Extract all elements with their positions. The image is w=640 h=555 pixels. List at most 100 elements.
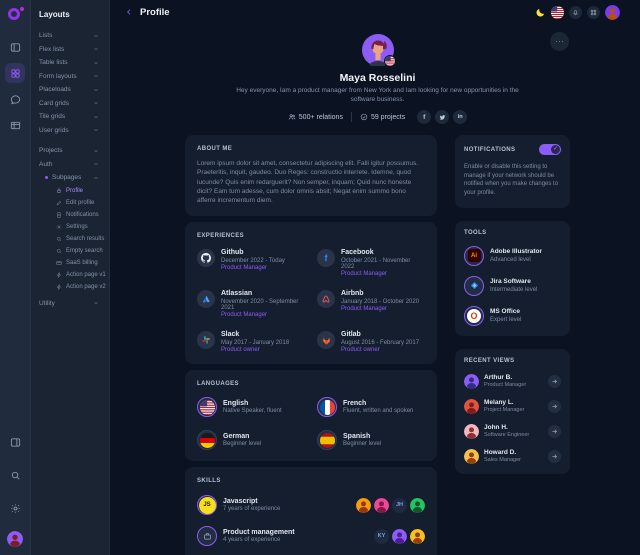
- sidebar-subitem-notifications[interactable]: Notifications: [31, 209, 109, 221]
- notifications-title: NOTIFICATIONS: [464, 146, 516, 153]
- left-column: ABOUT ME Lorem ipsum dolor sit amet, con…: [185, 135, 437, 555]
- linkedin-button[interactable]: in: [453, 110, 468, 125]
- sidebar-item-tile-grids[interactable]: Tile grids: [31, 110, 109, 124]
- sidebar-item-card-grids[interactable]: Card grids: [31, 97, 109, 111]
- recent-views-card: RECENT VIEWS Arthur B. Product Manager: [455, 348, 570, 474]
- recent-view-item: Howard D. Sales Manager: [464, 448, 561, 464]
- sidebar-subitem-empty-search[interactable]: Empty search: [31, 245, 109, 257]
- experience-item: Gitlab August 2016 - February 2017 Produ…: [317, 331, 425, 353]
- avatar: [464, 448, 479, 464]
- notifications-toggle[interactable]: ✓: [539, 144, 561, 156]
- sidebar-item-form-layouts[interactable]: Form layouts: [31, 70, 109, 84]
- main-content: Profile: [110, 0, 640, 555]
- sidebar: Layouts Lists Flex lists Table lists For…: [30, 0, 110, 555]
- languages-title: LANGUAGES: [197, 381, 239, 388]
- sidebar-item-lists[interactable]: Lists: [31, 29, 109, 43]
- briefcase-icon: [197, 526, 217, 547]
- panel-icon[interactable]: [5, 37, 25, 57]
- social-links: f in: [417, 110, 468, 125]
- twitter-button[interactable]: [435, 110, 450, 125]
- bolt-icon: [56, 271, 61, 278]
- back-button[interactable]: [125, 8, 133, 16]
- sidebar-item-utility[interactable]: Utility: [31, 297, 109, 311]
- grid-icon[interactable]: [5, 63, 25, 83]
- profile-stats: 500+ relations 59 projects f in: [288, 110, 468, 125]
- chevron-down-icon: [94, 129, 98, 132]
- chevron-down-icon: [94, 115, 98, 118]
- sidebar-subitem-action-page-v2[interactable]: Action page v2: [31, 281, 109, 293]
- sidebar-item-table-lists[interactable]: Table lists: [31, 56, 109, 70]
- language-item: German Beginner level: [197, 430, 305, 451]
- sidebar-subitem-action-page-v1[interactable]: Action page v1: [31, 269, 109, 281]
- table-icon[interactable]: [5, 115, 25, 135]
- page-title: Profile: [140, 6, 170, 18]
- chevron-down-icon: [94, 48, 98, 51]
- gear-icon: [56, 224, 62, 229]
- chevron-down-icon: [94, 34, 98, 37]
- sidebar-item-subpages[interactable]: Subpages: [31, 171, 109, 185]
- gitlab-icon: [317, 331, 335, 350]
- avatar: [374, 497, 389, 513]
- arrow-right-icon: [552, 404, 558, 409]
- experience-item: f Facebook October 2021 - November 2022 …: [317, 249, 425, 277]
- sidebar-item-auth[interactable]: Auth: [31, 158, 109, 172]
- germany-flag-icon: [197, 430, 217, 451]
- skill-item: JS Javascript 7 years of experience JH: [197, 495, 425, 516]
- chevron-down-icon: [94, 88, 98, 91]
- open-profile-button[interactable]: [548, 424, 561, 438]
- sidebar-item-flex-lists[interactable]: Flex lists: [31, 43, 109, 57]
- notifications-card: NOTIFICATIONS ✓ Enable or disable this s…: [455, 135, 570, 208]
- experience-item: Atlassian November 2020 - September 2021…: [197, 290, 305, 318]
- tool-item: Ai Adobe Illustrator Advanced level: [464, 245, 561, 266]
- bolt-icon: [56, 283, 61, 290]
- chevron-down-icon: [94, 149, 98, 152]
- sidebar-subitem-settings[interactable]: Settings: [31, 221, 109, 233]
- search-icon[interactable]: [5, 465, 25, 485]
- relations-stat: 500+ relations: [288, 113, 343, 121]
- chat-icon[interactable]: [5, 89, 25, 109]
- panel-bottom-icon[interactable]: [5, 432, 25, 452]
- rail-user-avatar[interactable]: [7, 531, 23, 547]
- avatar: [356, 497, 371, 513]
- sidebar-item-placeloads[interactable]: Placeloads: [31, 83, 109, 97]
- sidebar-item-user-grids[interactable]: User grids: [31, 124, 109, 138]
- icon-rail: [0, 0, 30, 555]
- profile-name: Maya Rosselini: [339, 72, 416, 84]
- france-flag-icon: [317, 397, 337, 418]
- sidebar-item-projects[interactable]: Projects: [31, 144, 109, 158]
- facebook-button[interactable]: f: [417, 110, 432, 125]
- about-title: ABOUT ME: [197, 146, 233, 153]
- sidebar-subitem-profile[interactable]: Profile: [31, 185, 109, 197]
- sidebar-subitem-edit-profile[interactable]: Edit profile: [31, 197, 109, 209]
- avatar: [464, 373, 479, 389]
- us-flag-icon[interactable]: [551, 6, 564, 19]
- app-logo[interactable]: [7, 7, 24, 23]
- chevron-down-icon: [94, 102, 98, 105]
- open-profile-button[interactable]: [548, 399, 561, 413]
- tools-title: TOOLS: [464, 229, 487, 236]
- avatar: [410, 497, 425, 513]
- open-profile-button[interactable]: [548, 374, 561, 388]
- avatar-initials: KY: [374, 528, 389, 544]
- adobe-illustrator-icon: Ai: [464, 245, 484, 266]
- projects-stat: 59 projects: [360, 113, 405, 121]
- sidebar-subitem-search-results[interactable]: Search results: [31, 233, 109, 245]
- spain-flag-icon: [317, 430, 337, 451]
- experience-item: Airbnb January 2018 - October 2020 Produ…: [317, 290, 425, 318]
- user-avatar[interactable]: [605, 4, 620, 20]
- moon-icon[interactable]: [535, 7, 546, 18]
- apps-icon[interactable]: [587, 5, 600, 19]
- chevron-down-icon: [94, 302, 98, 305]
- recent-view-item: Melany L. Project Manager: [464, 398, 561, 414]
- credit-card-icon: [56, 260, 62, 265]
- gear-icon[interactable]: [5, 498, 25, 518]
- open-profile-button[interactable]: [548, 449, 561, 463]
- bell-icon[interactable]: [569, 5, 582, 19]
- about-card: ABOUT ME Lorem ipsum dolor sit amet, con…: [185, 135, 437, 217]
- more-options-button[interactable]: [550, 32, 569, 51]
- sidebar-subitem-saas-billing[interactable]: SaaS billing: [31, 257, 109, 269]
- arrow-right-icon: [552, 429, 558, 434]
- slack-icon: [197, 331, 215, 350]
- skills-card: SKILLS JS Javascript 7 years of experien…: [185, 467, 437, 555]
- people-icon: [288, 113, 296, 121]
